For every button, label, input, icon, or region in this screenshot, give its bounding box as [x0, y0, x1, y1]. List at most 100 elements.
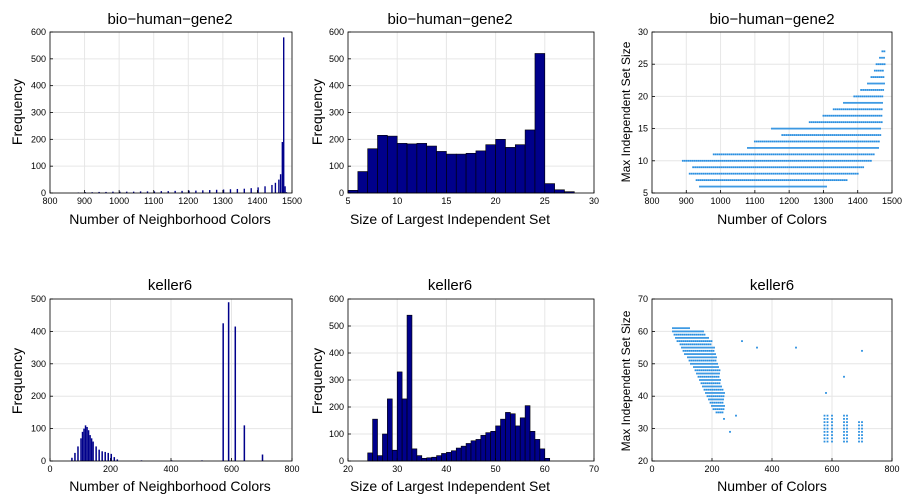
scatter-point [843, 427, 845, 430]
bar [90, 438, 93, 461]
scatter-point [833, 134, 836, 136]
x-tick-label: 1200 [779, 196, 799, 206]
scatter-point [798, 153, 801, 156]
scatter-point [805, 185, 807, 188]
scatter-point [865, 101, 867, 104]
scatter-point [790, 172, 793, 175]
scatter-point [679, 343, 682, 346]
scatter-point [754, 172, 757, 175]
bar [84, 425, 87, 461]
scatter-point [723, 405, 725, 407]
scatter-point [777, 147, 779, 149]
scatter-point [879, 95, 882, 98]
y-tick-label: 500 [329, 54, 344, 64]
scatter-point [760, 166, 763, 169]
scatter-point [757, 159, 760, 162]
scatter-point [733, 179, 736, 182]
scatter-point [706, 369, 709, 372]
scatter-point [871, 95, 874, 98]
scatter-point [811, 140, 814, 143]
scatter-point [692, 349, 695, 352]
scatter-point [791, 134, 794, 136]
scatter-point [819, 159, 822, 162]
scatter-point [843, 179, 846, 182]
scatter-point [708, 385, 710, 388]
x-tick-label: 10 [392, 196, 402, 206]
scatter-point [875, 101, 877, 104]
scatter-point [808, 121, 811, 124]
scatter-point [878, 89, 881, 91]
scatter-point [771, 185, 773, 188]
scatter-point [768, 153, 771, 156]
bar [396, 143, 408, 194]
scatter-point [698, 369, 701, 372]
scatter-point [774, 153, 777, 156]
scatter-point [688, 330, 690, 333]
scatter-point [847, 127, 849, 130]
scatter-point [866, 108, 869, 111]
scatter-point [811, 134, 814, 136]
panel-6-ylabel: Max Independent Set Size [619, 310, 633, 451]
scatter-point [807, 179, 810, 182]
scatter-point [705, 336, 707, 339]
scatter-point [742, 153, 745, 156]
scatter-point [724, 153, 727, 156]
scatter-point [795, 179, 798, 182]
scatter-point [693, 356, 695, 359]
x-tick-label: 40 [441, 464, 451, 474]
scatter-point [811, 127, 813, 130]
scatter-point [833, 179, 836, 182]
scatter-point [712, 359, 715, 362]
scatter-point [827, 179, 830, 182]
scatter-point [701, 336, 703, 339]
y-tick-label: 25 [638, 59, 648, 69]
scatter-point [853, 140, 856, 143]
scatter-point [740, 166, 743, 169]
scatter-point [740, 153, 743, 156]
scatter-point [856, 166, 859, 169]
scatter-point [797, 127, 799, 130]
scatter-point [797, 134, 800, 136]
scatter-point [701, 333, 704, 336]
scatter-point [711, 388, 714, 391]
scatter-point [706, 166, 709, 169]
panel-5: keller6 20 30 40 50 60 700100200300400500600 … [309, 277, 599, 494]
scatter-point [823, 427, 826, 430]
scatter-point [792, 172, 795, 175]
scatter-point [814, 172, 817, 175]
x-tick-label: 1500 [882, 196, 902, 206]
bar [84, 192, 86, 193]
scatter-point [697, 346, 699, 349]
scatter-point [793, 185, 795, 188]
scatter-point [830, 153, 833, 156]
y-tick-label: 300 [329, 375, 344, 385]
scatter-point [697, 336, 699, 339]
scatter-point [807, 134, 810, 136]
scatter-point [859, 95, 862, 98]
scatter-point [845, 127, 847, 130]
scatter-point [725, 179, 728, 182]
scatter-point [850, 114, 853, 117]
scatter-point [706, 362, 708, 365]
scatter-point [684, 353, 686, 355]
scatter-point [800, 153, 803, 156]
scatter-point [858, 121, 861, 124]
scatter-point [715, 379, 717, 381]
scatter-point [824, 166, 827, 169]
scatter-point [716, 362, 718, 365]
scatter-point [879, 82, 881, 85]
scatter-point [834, 114, 837, 117]
scatter-point [793, 134, 796, 136]
scatter-point [689, 159, 692, 162]
scatter-point [719, 379, 721, 381]
scatter-point [785, 179, 788, 182]
scatter-point [834, 153, 837, 156]
bar [95, 446, 97, 461]
scatter-point [832, 166, 835, 169]
scatter-point [768, 172, 771, 175]
scatter-point [826, 172, 829, 175]
scatter-point [813, 140, 816, 143]
scatter-point [819, 147, 821, 149]
bar [222, 323, 224, 461]
